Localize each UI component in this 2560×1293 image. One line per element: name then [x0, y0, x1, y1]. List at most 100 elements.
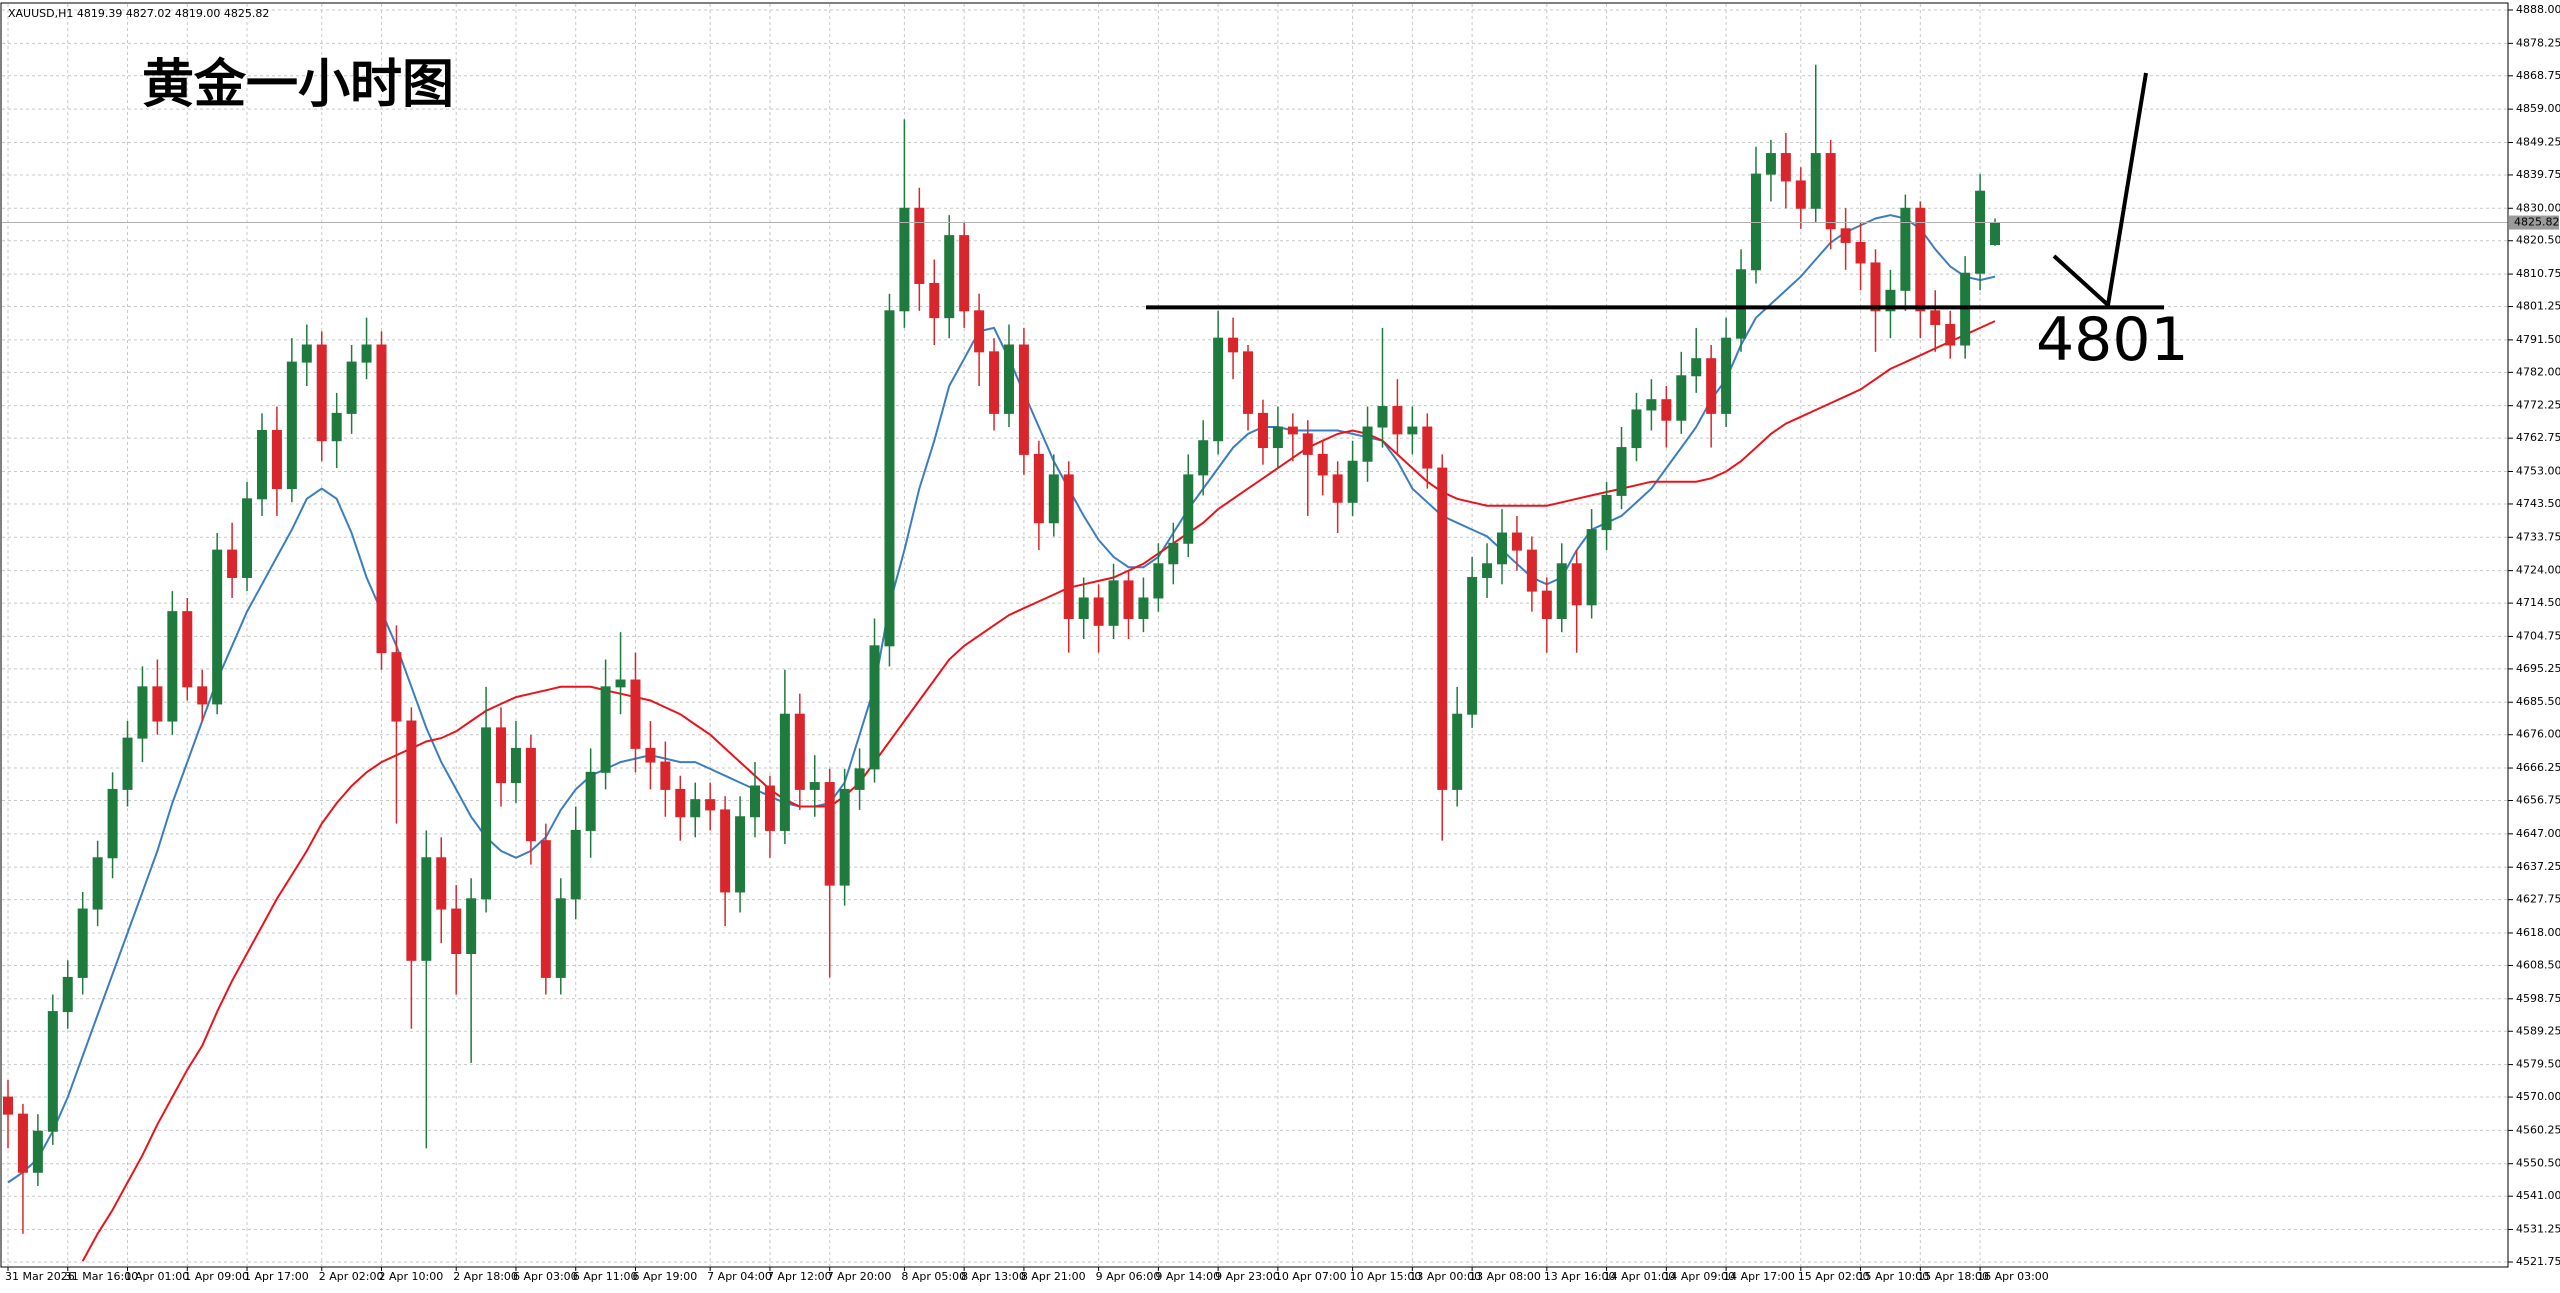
candle-body: [1706, 358, 1717, 414]
y-tick-label: 4868.75: [2516, 69, 2560, 82]
candle-body: [481, 727, 492, 900]
candle-body: [1616, 447, 1627, 496]
x-tick-label: 7 Apr 04:00: [707, 1270, 772, 1283]
x-tick-label: 15 Apr 10:00: [1858, 1270, 1930, 1283]
candle-body: [884, 310, 895, 647]
candle-body: [630, 679, 641, 749]
candle-body: [1467, 576, 1478, 715]
candle-body: [794, 713, 805, 790]
candle-body: [555, 898, 566, 978]
candle-body: [1377, 406, 1388, 428]
candle-body: [1153, 563, 1164, 599]
y-tick-label: 4859.00: [2516, 102, 2560, 115]
x-tick-label: 6 Apr 03:00: [513, 1270, 578, 1283]
candle-body: [3, 1096, 13, 1115]
candle-body: [137, 686, 148, 739]
candle-body: [436, 857, 447, 910]
y-tick-label: 4685.50: [2516, 695, 2560, 708]
candle-body: [1526, 549, 1537, 592]
candle-body: [391, 652, 402, 722]
x-tick-label: 8 Apr 13:00: [961, 1270, 1026, 1283]
candle-body: [1631, 409, 1642, 449]
candle-body: [959, 235, 970, 312]
candle-body: [1482, 563, 1493, 578]
candle-body: [1003, 344, 1014, 414]
candle-body: [1138, 597, 1149, 619]
candle-body: [1063, 474, 1074, 619]
candle-body: [1840, 228, 1851, 243]
candle-body: [1511, 532, 1522, 551]
x-tick-label: 7 Apr 12:00: [767, 1270, 832, 1283]
y-tick-label: 4801.25: [2516, 300, 2560, 313]
candle-body: [705, 799, 716, 811]
candle-body: [1646, 399, 1657, 411]
y-tick-label: 4666.25: [2516, 761, 2560, 774]
y-tick-label: 4733.75: [2516, 530, 2560, 543]
candle-body: [1018, 344, 1029, 455]
candle-body: [944, 235, 955, 319]
candle-body: [1497, 532, 1507, 565]
y-tick-label: 4878.25: [2516, 36, 2560, 49]
candle-body: [1407, 426, 1418, 435]
candle-body: [1272, 426, 1283, 449]
candle-body: [496, 727, 507, 784]
y-tick-label: 4589.25: [2516, 1024, 2560, 1037]
candle-body: [1541, 590, 1552, 619]
y-tick-label: 4772.25: [2516, 399, 2560, 412]
candle-body: [1780, 153, 1791, 182]
x-tick-label: 6 Apr 11:00: [573, 1270, 638, 1283]
candle-body: [1243, 351, 1254, 414]
x-tick-label: 16 Apr 03:00: [1977, 1270, 2049, 1283]
candle-body: [675, 788, 686, 818]
candle-body: [1347, 460, 1358, 503]
candle-body: [1975, 190, 1986, 274]
candle-body: [764, 785, 775, 831]
candle-body: [585, 771, 596, 831]
candle-body: [570, 829, 581, 900]
candle-body: [854, 768, 865, 790]
plot-frame: [0, 2, 2509, 1268]
x-tick-label: 1 Apr 17:00: [244, 1270, 309, 1283]
candle-body: [1945, 323, 1956, 346]
x-tick-label: 10 Apr 07:00: [1275, 1270, 1347, 1283]
y-tick-label: 4656.75: [2516, 794, 2560, 807]
candle-body: [1601, 494, 1612, 531]
plot: [2, 64, 2508, 1262]
candle-body: [615, 679, 626, 688]
candle-body: [1810, 153, 1821, 209]
x-tick-label: 6 Apr 19:00: [632, 1270, 697, 1283]
y-tick-label: 4627.75: [2516, 893, 2560, 906]
candle-body: [316, 344, 327, 442]
candle-body: [750, 785, 760, 818]
candle-body: [1123, 580, 1134, 619]
candle-body: [869, 645, 880, 770]
current-price-label: 4825.82: [2514, 216, 2560, 229]
support-level-label: 4801: [2036, 305, 2189, 375]
candle-body: [1750, 173, 1761, 271]
candle-body: [1332, 474, 1343, 503]
candle-body: [1930, 310, 1941, 325]
candle-body: [1422, 426, 1433, 469]
candle-body: [735, 816, 746, 893]
y-tick-label: 4791.50: [2516, 333, 2560, 346]
candle-body: [122, 737, 133, 790]
x-tick-label: 8 Apr 05:00: [901, 1270, 966, 1283]
candle-body: [989, 351, 1000, 414]
y-tick-label: 4570.00: [2516, 1090, 2560, 1103]
candle-body: [197, 686, 208, 705]
candle-body: [466, 898, 477, 954]
x-tick-label: 2 Apr 18:00: [453, 1270, 518, 1283]
x-tick-label: 13 Apr 08:00: [1469, 1270, 1541, 1283]
candle-body: [779, 713, 790, 831]
candle-body: [1392, 406, 1403, 435]
candle-body: [1661, 399, 1672, 421]
x-tick-label: 14 Apr 17:00: [1723, 1270, 1795, 1283]
candle-body: [1437, 467, 1448, 790]
candle-body: [62, 976, 73, 1013]
candle-body: [600, 686, 611, 773]
y-tick-label: 4820.50: [2516, 234, 2560, 247]
y-tick-label: 4598.75: [2516, 992, 2560, 1005]
candle-body: [525, 747, 536, 842]
candle-body: [510, 747, 521, 784]
x-tick-label: 31 Mar 2026: [5, 1270, 75, 1283]
